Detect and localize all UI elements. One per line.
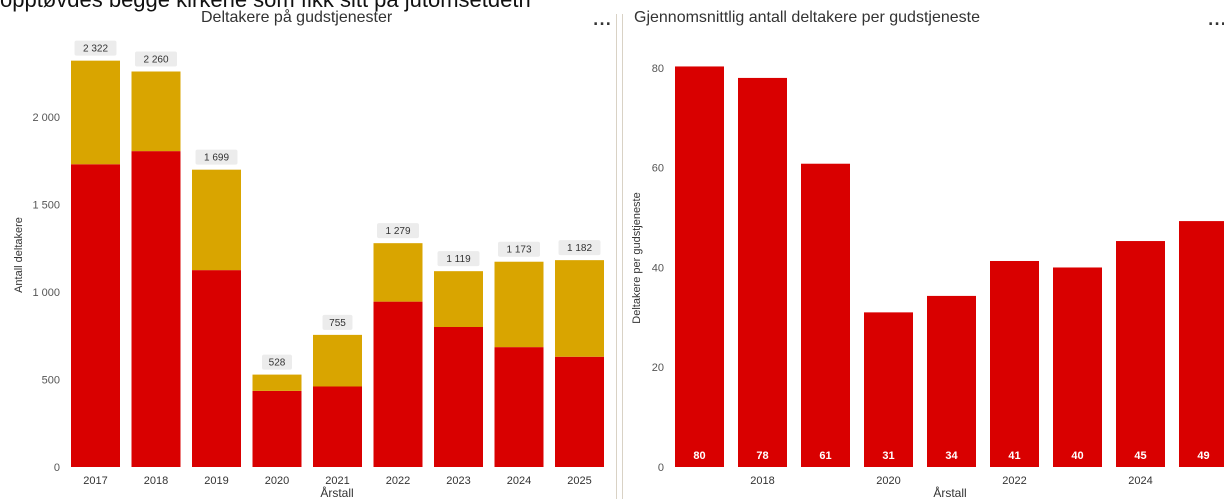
bar-segment-gold (71, 60, 120, 165)
right-chart: 0 20 40 60 80 Deltakere per gudstjeneste 80 78 6… (631, 63, 1224, 499)
bar-segment-red (192, 270, 241, 467)
y-tick-label: 1 000 (32, 287, 60, 299)
y-axis-label: Deltakere per gudstjeneste (631, 192, 643, 323)
x-tick-label: 2018 (144, 475, 168, 487)
bar-segment-red (252, 390, 302, 467)
y-axis-label: Antall deltakere (13, 217, 25, 293)
clipped-header-text: opptøvdes begge kirkene som fikk sitt på… (0, 0, 531, 13)
total-label: 528 (269, 358, 286, 369)
left-chart: 0 500 1 000 1 500 2 000 Antall deltakere 2 322… (13, 40, 604, 499)
bar (1053, 267, 1102, 467)
total-label: 1 182 (567, 243, 592, 254)
total-label-box (558, 240, 601, 256)
x-tick-label: 2022 (386, 475, 410, 487)
y-tick-label: 20 (652, 362, 664, 374)
bar-segment-gold (434, 271, 483, 327)
total-label-box (135, 51, 177, 67)
x-tick-label: 2024 (1128, 475, 1152, 487)
total-label: 2 322 (83, 44, 108, 55)
bar-segment-gold (131, 71, 181, 152)
bar (675, 66, 724, 467)
total-label: 1 119 (446, 254, 471, 265)
x-tick-label: 2025 (567, 475, 591, 487)
bar-segment-red (373, 301, 423, 467)
x-tick-label: 2017 (83, 475, 107, 487)
bar-segment-red (313, 386, 362, 467)
x-tick-label: 2023 (446, 475, 470, 487)
data-label: 61 (819, 450, 831, 462)
bar-segment-red (494, 347, 544, 467)
data-label: 41 (1008, 450, 1020, 462)
bar (864, 312, 913, 467)
data-label: 49 (1197, 450, 1209, 462)
bar (1179, 221, 1224, 467)
x-tick-label: 2020 (876, 475, 900, 487)
bar-segment-gold (192, 169, 241, 271)
data-label: 40 (1071, 450, 1083, 462)
right-chart-title: Gjennomsnittlig antall deltakere per gud… (634, 9, 980, 26)
bar (1116, 241, 1165, 467)
panel-divider-right (622, 14, 623, 499)
panel-divider (616, 14, 617, 499)
y-tick-label: 500 (42, 375, 60, 387)
x-tick-label: 2019 (204, 475, 228, 487)
bar (738, 77, 787, 467)
left-more-options-icon[interactable]: ... (593, 13, 612, 29)
bar-segment-red (555, 356, 604, 467)
left-chart-title: Deltakere på gudstjenester (201, 9, 393, 26)
data-label: 45 (1134, 450, 1146, 462)
bar-segment-gold (555, 260, 604, 357)
y-tick-label: 1 500 (32, 200, 60, 212)
total-label-box (498, 241, 540, 257)
bar-segment-gold (252, 374, 302, 391)
bar-segment-gold (373, 243, 423, 302)
bar-segment-red (131, 151, 181, 467)
y-tick-label: 2 000 (32, 112, 60, 124)
total-label-box (195, 149, 238, 165)
data-label: 34 (945, 450, 958, 462)
total-label: 1 279 (385, 226, 410, 237)
total-label-box (322, 314, 353, 330)
x-tick-label: 2020 (265, 475, 289, 487)
x-tick-label: 2021 (325, 475, 349, 487)
bar (990, 260, 1039, 467)
bar-segment-red (434, 327, 483, 467)
total-label-box (262, 354, 292, 370)
data-label: 80 (693, 450, 705, 462)
y-tick-label: 0 (658, 462, 664, 474)
y-tick-label: 40 (652, 262, 664, 274)
total-label-box (74, 40, 117, 56)
x-axis-label: Årstall (320, 485, 353, 499)
bar (927, 295, 976, 467)
total-label: 755 (329, 318, 346, 329)
total-label-box (437, 251, 480, 267)
bar (801, 163, 850, 467)
total-label-box (377, 223, 419, 239)
y-tick-label: 60 (652, 163, 664, 175)
total-label: 1 173 (506, 245, 531, 256)
bar-segment-red (71, 164, 120, 467)
x-tick-label: 2024 (507, 475, 531, 487)
x-tick-label: 2018 (750, 475, 774, 487)
total-label: 2 260 (143, 55, 168, 66)
x-axis-label: Årstall (933, 485, 966, 499)
bar-segment-gold (494, 261, 544, 348)
data-label: 78 (756, 450, 768, 462)
total-label: 1 699 (204, 153, 229, 164)
bar-segment-gold (313, 334, 362, 387)
right-more-options-icon[interactable]: ... (1208, 13, 1224, 29)
y-tick-label: 80 (652, 63, 664, 75)
y-tick-label: 0 (54, 462, 60, 474)
data-label: 31 (882, 450, 894, 462)
x-tick-label: 2022 (1002, 475, 1026, 487)
